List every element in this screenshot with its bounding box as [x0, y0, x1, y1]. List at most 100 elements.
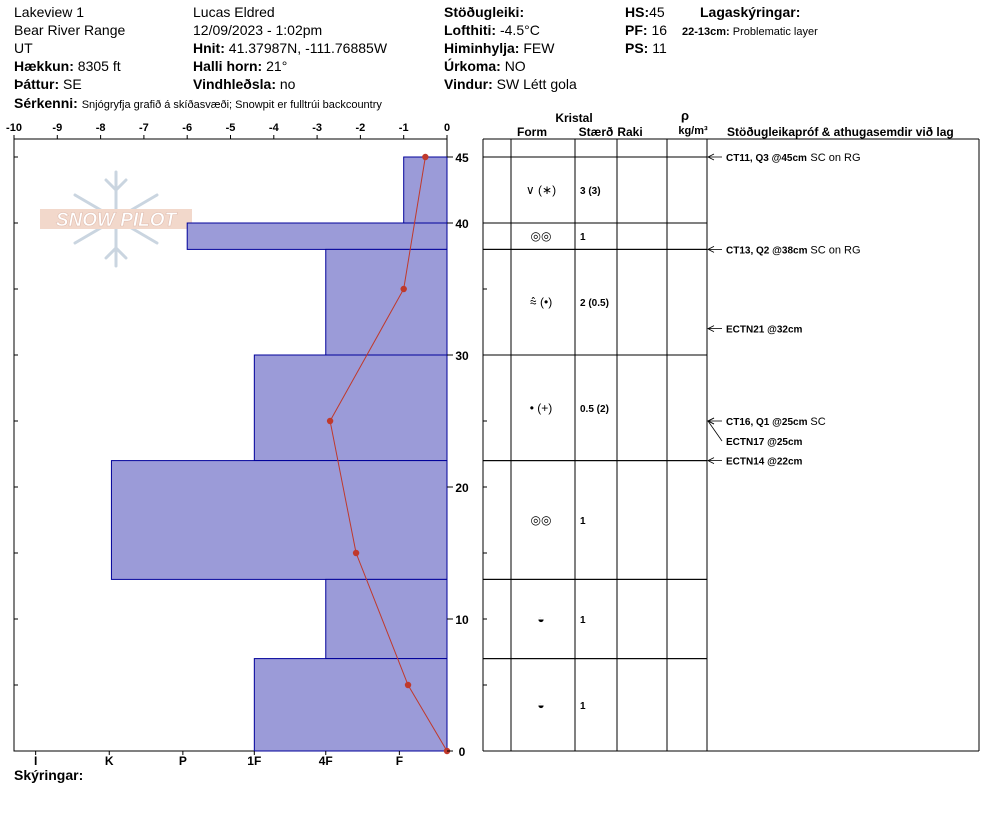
features-value: Snjógryfja grafið á skíðasvæði; Snowpit …: [81, 99, 382, 111]
ram-point: [400, 285, 407, 293]
air-temp-value: -4.5°C: [499, 22, 540, 38]
observer-name: Lucas Eldred: [193, 4, 275, 20]
test-result-label: CT13, Q2 @38cm: [726, 245, 808, 256]
grain-form: ◒: [537, 698, 544, 712]
obs-datetime: 12/09/2023 - 1:02pm: [193, 22, 323, 38]
features: Sérkenni: Snjógryfja grafið á skíðasvæði…: [14, 95, 382, 113]
features-label: Sérkenni:: [14, 95, 78, 111]
header-moisture: Raki: [617, 125, 642, 139]
x-bottom-tick-label: I: [34, 754, 37, 768]
slope-value: 21°: [266, 58, 288, 74]
grain-form: • (+): [530, 401, 553, 415]
hardness-bar: [186, 222, 448, 250]
test-result-label: ECTN14 @22cm: [726, 457, 803, 468]
x-top-tick-label: -3: [312, 122, 322, 134]
state-name: UT: [14, 40, 33, 56]
grain-size: 0.5 (2): [580, 404, 609, 415]
grain-size: 2 (0.5): [580, 298, 609, 309]
coords-value: 41.37987N, -111.76885W: [228, 40, 388, 56]
layer-note-text: Problematic layer: [732, 26, 818, 38]
stability-label: Stöðugleiki:: [444, 4, 525, 20]
wind-loading: Vindhleðsla: no: [193, 76, 295, 92]
location-name: Lakeview 1: [14, 4, 85, 20]
test-result-label: CT16, Q1 @25cm: [726, 417, 808, 428]
grain-form: ∨ (∗): [526, 183, 556, 197]
wind-loading-label: Vindhleðsla:: [193, 76, 276, 92]
x-top-tick-label: 0: [444, 122, 450, 134]
ps-label: PS:: [625, 40, 649, 56]
test-result-label: CT11, Q3 @45cm: [726, 153, 807, 164]
x-bottom-tick-label: F: [396, 754, 403, 768]
hardness-bar: [325, 578, 448, 660]
x-top-tick-label: -2: [356, 122, 366, 134]
grain-size: 1: [580, 516, 586, 527]
y-tick-label: 10: [455, 613, 469, 627]
pf-label: PF:: [625, 22, 648, 38]
precip-label: Úrkoma:: [444, 58, 501, 74]
test-arrowhead: [707, 153, 715, 161]
aspect: Þáttur: SE: [14, 76, 82, 92]
y-tick-label: 45: [455, 151, 469, 165]
layer-note-range: 22-13cm:: [682, 26, 730, 38]
test-result-label: ECTN17 @25cm: [726, 437, 803, 448]
ram-point: [422, 153, 429, 161]
air-temp: Lofthiti: -4.5°C: [444, 22, 540, 38]
test-pointer: [707, 420, 723, 442]
sky-value: FEW: [523, 40, 555, 56]
ram-profile-line: [329, 156, 448, 752]
footer-label: Skýringar:: [14, 767, 84, 783]
layer-note: 22-13cm: Problematic layer: [682, 24, 818, 40]
hardness-bar: [403, 156, 448, 224]
slope-angle: Halli horn: 21°: [193, 58, 287, 74]
header-size: Stærð: [579, 125, 614, 139]
pf-value: 16: [651, 22, 668, 38]
header-tests: Stöðugleikapróf & athugasemdir við lag: [727, 125, 954, 139]
test-arrowhead: [707, 246, 715, 253]
layer-table: Kristal Form Stærð Raki ρ kg/m³ Stöðugle…: [482, 108, 980, 752]
x-top-tick-label: -5: [226, 122, 236, 134]
sky-label: Himinhylja:: [444, 40, 520, 56]
grain-size: 1: [580, 232, 586, 243]
sky-cover: Himinhylja: FEW: [444, 40, 554, 56]
grain-form: ⩯ (•): [530, 295, 553, 309]
y-tick-label: 30: [455, 349, 469, 363]
x-top-tick-label: -10: [6, 122, 22, 134]
x-top-tick-label: -9: [52, 122, 62, 134]
header-form: Form: [517, 125, 547, 139]
aspect-value: SE: [63, 76, 82, 92]
wind-loading-value: no: [279, 76, 296, 92]
grain-form: ◎◎: [531, 229, 552, 243]
range-name: Bear River Range: [14, 22, 126, 38]
wind: Vindur: SW Létt gola: [444, 76, 577, 92]
x-top-tick-label: -7: [139, 122, 149, 134]
test-result-note: SC on RG: [810, 244, 860, 256]
hardness-bar: [253, 354, 448, 462]
hs-value: 45: [649, 4, 665, 20]
x-top-tick-label: -4: [269, 122, 280, 134]
hardness-bar: [325, 248, 448, 356]
precip-value: NO: [504, 58, 526, 74]
elevation-label: Hækkun:: [14, 58, 74, 74]
header-crystal: Kristal: [555, 111, 592, 125]
elevation: Hækkun: 8305 ft: [14, 58, 121, 74]
wind-label: Vindur:: [444, 76, 493, 92]
coordinates: Hnit: 41.37987N, -111.76885W: [193, 40, 387, 56]
wind-value: SW Létt gola: [496, 76, 577, 92]
x-bottom-tick-label: 4F: [319, 754, 333, 768]
ram-point: [404, 681, 412, 689]
y-tick-label: 20: [455, 481, 469, 495]
slope-label: Halli horn:: [193, 58, 263, 74]
pf: PF: 16: [625, 22, 667, 38]
grain-form: ◎◎: [531, 513, 552, 527]
test-result-note: SC on RG: [810, 152, 860, 164]
x-bottom-tick-label: 1F: [247, 754, 261, 768]
aspect-label: Þáttur:: [14, 76, 60, 92]
x-bottom-tick-label: K: [105, 754, 114, 768]
ram-point: [352, 549, 360, 557]
coords-label: Hnit:: [193, 40, 225, 56]
layer-notes-label: Lagaskýringar:: [700, 4, 801, 20]
test-result-note: SC: [810, 416, 825, 428]
grain-size: 1: [580, 615, 586, 626]
air-temp-label: Lofthiti:: [444, 22, 497, 38]
